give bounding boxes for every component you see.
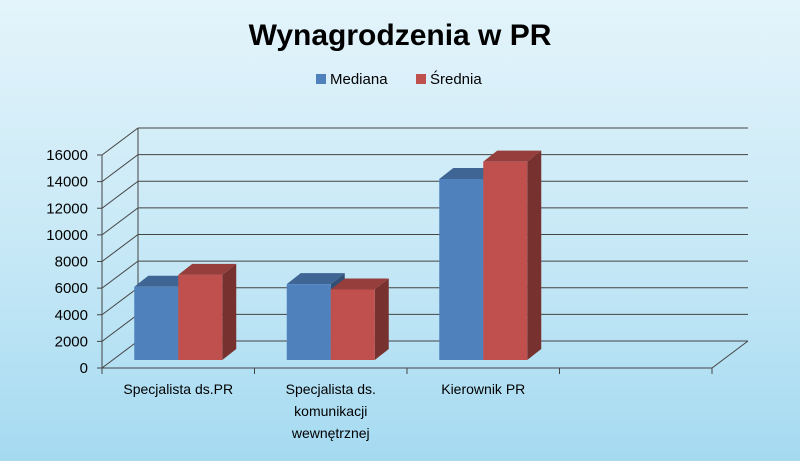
bar-front <box>483 161 528 360</box>
bar-top <box>483 150 542 162</box>
bar-front <box>439 178 484 360</box>
gridline-depth <box>101 127 139 156</box>
x-category-label: Kierownik PR <box>441 381 525 397</box>
axis-labels: 0 2000 4000 6000 8000 10000 12000 14000 16000 Spe… <box>46 147 525 441</box>
bar-top <box>178 263 237 275</box>
bar-front <box>134 286 179 360</box>
gridline-depth <box>101 154 139 183</box>
legend-swatch <box>316 74 326 84</box>
bar-top <box>286 273 345 285</box>
gridline-depth <box>101 207 139 236</box>
y-tick-label: 0 <box>80 360 88 377</box>
bar <box>178 263 237 360</box>
gridline-depth <box>101 234 139 262</box>
gridline-depth <box>101 180 139 209</box>
y-tick-label: 2000 <box>55 333 88 350</box>
y-tick-label: 12000 <box>46 200 88 217</box>
legend: Mediana Średnia <box>316 70 482 88</box>
y-tick-label: 14000 <box>46 174 88 191</box>
legend-label: Średnia <box>430 70 482 88</box>
legend-label: Mediana <box>330 71 388 88</box>
x-category-label: komunikacji <box>294 403 367 419</box>
y-tick-label: 6000 <box>55 280 88 297</box>
bar-side <box>374 278 389 360</box>
bars <box>134 150 542 360</box>
y-tick-label: 8000 <box>55 254 88 271</box>
x-category-label: Specjalista ds. <box>286 381 376 397</box>
legend-swatch <box>416 74 426 84</box>
bar-top <box>134 275 193 287</box>
bar <box>330 278 389 360</box>
bar-side <box>222 263 237 360</box>
bar-side <box>527 150 542 360</box>
y-tick-label: 16000 <box>46 147 88 164</box>
gridline-depth <box>101 340 139 369</box>
x-category-label: wewnętrznej <box>291 425 370 441</box>
gridline-depth <box>101 313 139 342</box>
bar-front <box>178 274 223 360</box>
x-category-label: Specjalista ds.PR <box>123 381 233 397</box>
bar <box>483 150 542 360</box>
y-tick-label: 10000 <box>46 227 88 244</box>
gridline-depth <box>101 260 139 289</box>
bar-front <box>330 289 375 360</box>
bar-top <box>330 278 389 290</box>
gridline-depth <box>101 287 139 316</box>
bar-top <box>439 167 498 179</box>
chart-title: Wynagrodzenia w PR <box>249 19 552 52</box>
bar-front <box>286 284 331 360</box>
y-tick-label: 4000 <box>55 307 88 324</box>
